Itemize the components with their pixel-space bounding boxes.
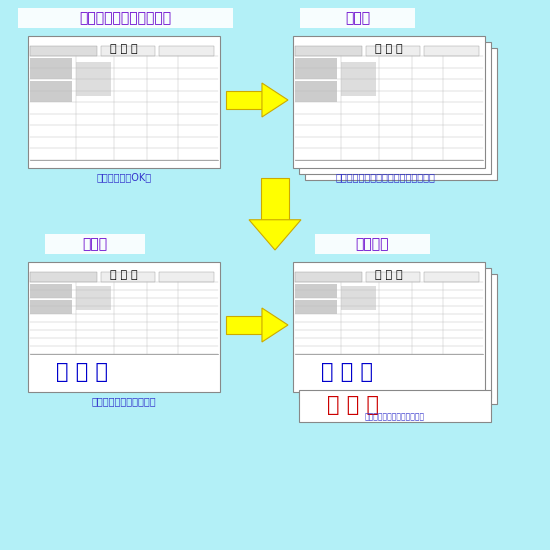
- Bar: [261, 178, 289, 220]
- Bar: [341, 286, 376, 310]
- Bar: [18, 8, 233, 28]
- Bar: [158, 46, 214, 56]
- Bar: [295, 46, 362, 56]
- Bar: [30, 81, 72, 102]
- Text: 一枚ずつ書式をプリント: 一枚ずつ書式をプリント: [79, 11, 171, 25]
- Text: コピー機でもOK！: コピー機でもOK！: [96, 172, 152, 182]
- Bar: [295, 81, 337, 102]
- Polygon shape: [262, 83, 288, 117]
- Bar: [424, 272, 479, 282]
- Text: 必要に応じてホッチキス等で止める。: 必要に応じてホッチキス等で止める。: [335, 172, 435, 182]
- Bar: [28, 262, 220, 392]
- Bar: [30, 46, 97, 56]
- Bar: [45, 234, 145, 254]
- Text: 下に複写: 下に複写: [355, 237, 389, 251]
- Bar: [30, 284, 72, 298]
- Text: 申 込 書: 申 込 書: [375, 270, 403, 280]
- Bar: [30, 272, 97, 282]
- Polygon shape: [249, 220, 301, 250]
- Text: な ま え: な ま え: [56, 362, 108, 382]
- Bar: [101, 46, 155, 56]
- Polygon shape: [262, 308, 288, 342]
- Bar: [293, 36, 485, 168]
- Text: 申 込 書: 申 込 書: [110, 44, 138, 54]
- Bar: [366, 46, 420, 56]
- Bar: [299, 390, 491, 422]
- Text: ボールペンで書きます。: ボールペンで書きます。: [92, 396, 156, 406]
- Bar: [305, 274, 497, 404]
- Bar: [366, 272, 420, 282]
- Bar: [315, 234, 430, 254]
- Text: 重ねる: 重ねる: [345, 11, 371, 25]
- Text: 書いた文字が下に写ります。: 書いた文字が下に写ります。: [365, 412, 425, 421]
- Bar: [101, 272, 155, 282]
- Bar: [300, 8, 415, 28]
- Text: 手書き: 手書き: [82, 237, 108, 251]
- Bar: [226, 316, 262, 334]
- Bar: [158, 272, 214, 282]
- Bar: [305, 48, 497, 180]
- Bar: [295, 284, 337, 298]
- Bar: [299, 42, 491, 174]
- Text: 申 込 書: 申 込 書: [375, 44, 403, 54]
- Text: 申 込 書: 申 込 書: [110, 270, 138, 280]
- Bar: [295, 58, 337, 79]
- Bar: [299, 268, 491, 398]
- Text: な ま え: な ま え: [327, 395, 379, 415]
- Bar: [424, 46, 479, 56]
- Bar: [293, 262, 485, 392]
- Bar: [30, 58, 72, 79]
- Bar: [341, 62, 376, 96]
- Bar: [76, 62, 111, 96]
- Text: な ま え: な ま え: [321, 362, 373, 382]
- Bar: [76, 286, 111, 310]
- Bar: [295, 272, 362, 282]
- Bar: [295, 300, 337, 314]
- Bar: [226, 91, 262, 109]
- Bar: [30, 300, 72, 314]
- Bar: [28, 36, 220, 168]
